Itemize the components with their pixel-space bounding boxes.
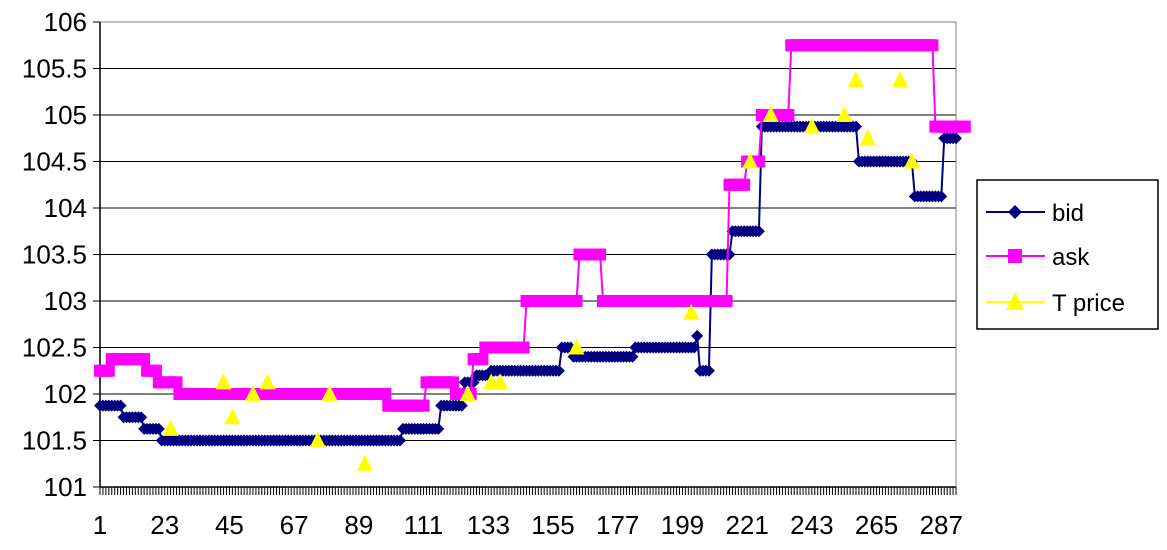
- data-point: [149, 364, 162, 377]
- legend-label: ask: [1052, 244, 1090, 271]
- x-tick-label: 287: [920, 510, 963, 540]
- data-point: [859, 129, 876, 146]
- data-point: [836, 106, 853, 122]
- x-tick-label: 221: [725, 510, 768, 540]
- data-point: [1008, 249, 1022, 263]
- x-tick-label: 89: [344, 510, 373, 540]
- data-point: [356, 454, 373, 471]
- y-tick-label: 104.5: [22, 147, 87, 177]
- y-tick-label: 105: [44, 100, 87, 130]
- x-tick-label: 243: [790, 510, 833, 540]
- data-point: [688, 341, 701, 354]
- data-point: [138, 353, 151, 366]
- data-point: [847, 71, 864, 88]
- x-ticks: [99, 487, 957, 495]
- legend-label: bid: [1052, 200, 1084, 227]
- legend: bid ask T price: [976, 179, 1159, 330]
- legend-item-t-price: T price: [986, 290, 1125, 317]
- y-tick-label: 101: [44, 472, 87, 502]
- legend-item-ask: ask: [986, 244, 1090, 271]
- data-point: [517, 341, 530, 354]
- series-ask: [94, 39, 971, 412]
- data-point: [492, 373, 509, 390]
- data-point: [702, 364, 715, 377]
- data-point: [215, 373, 232, 390]
- data-point: [683, 303, 700, 320]
- data-point: [446, 376, 459, 389]
- data-point: [752, 225, 765, 238]
- data-point: [926, 39, 939, 52]
- legend-box: [976, 179, 1159, 330]
- data-point: [102, 364, 115, 377]
- x-tick-label: 265: [855, 510, 898, 540]
- data-point: [762, 106, 779, 122]
- x-tick-label: 199: [661, 510, 704, 540]
- y-tick-label: 103: [44, 286, 87, 316]
- y-tick-label: 104: [44, 193, 87, 223]
- data-point: [321, 385, 338, 401]
- y-tick-label: 105.5: [22, 54, 87, 84]
- x-tick-label: 155: [531, 510, 574, 540]
- data-point: [162, 419, 179, 436]
- data-point: [459, 385, 476, 401]
- x-tick-label: 23: [150, 510, 179, 540]
- y-tick-label: 102.5: [22, 333, 87, 363]
- legend-label: T price: [1052, 290, 1125, 317]
- data-point: [170, 376, 183, 389]
- y-tick-label: 103.5: [22, 240, 87, 270]
- data-point: [379, 388, 392, 400]
- data-point: [950, 132, 962, 145]
- data-point: [742, 152, 759, 169]
- data-point: [935, 190, 948, 203]
- data-point: [570, 295, 583, 307]
- data-point: [309, 431, 326, 448]
- data-point: [114, 399, 127, 412]
- y-tick-label: 101.5: [22, 426, 87, 456]
- x-tick-label: 111: [404, 510, 444, 540]
- data-point: [417, 399, 430, 412]
- data-point: [432, 422, 445, 435]
- data-point: [594, 248, 607, 261]
- data-point: [152, 422, 165, 435]
- data-point: [723, 248, 736, 261]
- data-point: [903, 152, 920, 169]
- y-tick-label: 106: [44, 7, 87, 37]
- data-point: [626, 350, 639, 363]
- data-point: [135, 411, 148, 424]
- data-point: [849, 120, 862, 133]
- y-tick-label: 102: [44, 379, 87, 409]
- data-point: [476, 353, 489, 366]
- series-layer: [94, 39, 971, 471]
- data-point: [244, 385, 261, 401]
- data-point: [782, 109, 795, 121]
- data-point: [720, 295, 733, 307]
- x-tick-label: 177: [596, 510, 639, 540]
- data-point: [738, 178, 751, 191]
- x-tick-label: 45: [215, 510, 244, 540]
- x-tick-label: 67: [280, 510, 309, 540]
- data-point: [455, 399, 468, 412]
- legend-item-bid: bid: [986, 200, 1084, 227]
- data-point: [394, 434, 407, 447]
- data-point: [224, 408, 241, 425]
- data-point: [259, 373, 276, 390]
- data-point: [892, 71, 909, 88]
- x-tick-label: 133: [467, 510, 510, 540]
- series-line: [100, 44, 965, 407]
- data-point: [1008, 205, 1022, 219]
- gridlines: [100, 21, 956, 441]
- data-point: [552, 364, 565, 377]
- x-tick-label: 1: [93, 510, 107, 540]
- axes: 101 101.5 102 102.5 103 103.5 104 104.5 105 105.5…: [22, 7, 963, 540]
- data-point: [1006, 292, 1024, 310]
- data-point: [691, 329, 704, 342]
- data-point: [568, 338, 585, 355]
- data-point: [803, 117, 820, 134]
- data-point: [958, 120, 971, 133]
- series-t-price: [162, 71, 920, 471]
